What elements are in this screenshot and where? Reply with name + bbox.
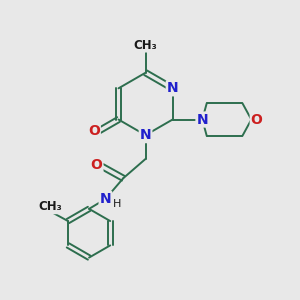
- Text: N: N: [140, 128, 152, 142]
- Text: O: O: [88, 124, 100, 138]
- Text: O: O: [251, 112, 262, 127]
- Text: N: N: [167, 81, 178, 95]
- Text: CH₃: CH₃: [134, 39, 158, 52]
- Text: CH₃: CH₃: [38, 200, 62, 213]
- Text: H: H: [112, 200, 121, 209]
- Text: O: O: [91, 158, 102, 172]
- Text: N: N: [196, 112, 208, 127]
- Text: N: N: [100, 192, 111, 206]
